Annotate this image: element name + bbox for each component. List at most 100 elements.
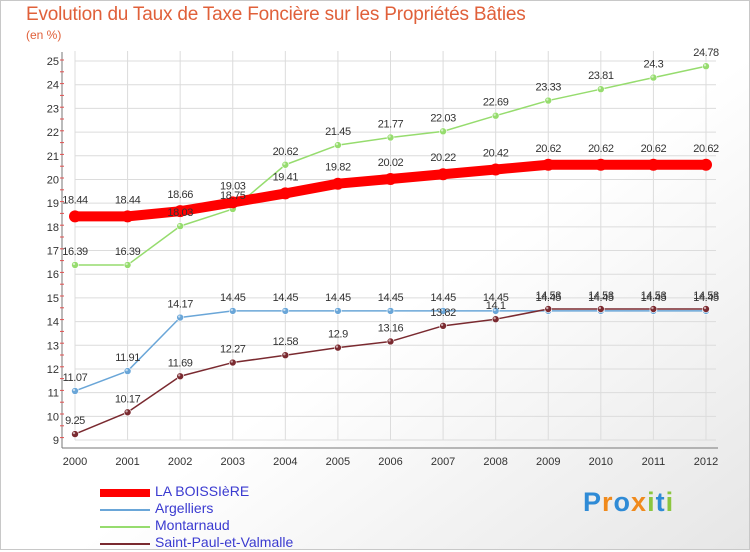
data-point-highlight bbox=[440, 129, 444, 132]
data-label: 21.77 bbox=[378, 119, 404, 131]
brand-logo: Proxiti bbox=[583, 487, 675, 517]
data-label: 13.16 bbox=[378, 322, 404, 334]
data-point-highlight bbox=[703, 64, 707, 67]
x-tick-label: 2005 bbox=[326, 456, 350, 468]
y-axis-unit-label: (en %) bbox=[26, 28, 62, 42]
data-point bbox=[174, 205, 187, 218]
data-point bbox=[228, 358, 237, 367]
series-layer bbox=[69, 62, 712, 438]
data-point bbox=[597, 305, 605, 313]
x-tick-label: 2000 bbox=[63, 456, 87, 468]
data-point bbox=[176, 372, 184, 381]
axis-layer: 9 10 11 12 13 14 15 16 17 18 19 20 21 22 23 24 25 2000 200… bbox=[47, 52, 718, 468]
data-point bbox=[334, 307, 342, 315]
y-tick-label: 23 bbox=[47, 103, 59, 115]
data-label: 20.02 bbox=[378, 157, 404, 169]
data-label: 11.91 bbox=[115, 352, 140, 364]
data-point-highlight bbox=[335, 345, 339, 348]
data-label: 12.9 bbox=[328, 329, 348, 341]
data-point bbox=[437, 168, 450, 181]
data-point-highlight bbox=[230, 360, 233, 363]
series-la-boissiere bbox=[69, 158, 712, 223]
data-point-highlight bbox=[177, 374, 181, 377]
data-point-highlight bbox=[703, 306, 707, 310]
data-label: 14.45 bbox=[220, 292, 246, 304]
data-point-highlight bbox=[388, 135, 391, 138]
data-point-highlight bbox=[651, 306, 654, 310]
data-label: 18.75 bbox=[220, 190, 246, 202]
data-label: 19.03 bbox=[220, 180, 246, 192]
y-tick-label: 10 bbox=[47, 411, 59, 423]
data-label: 23.81 bbox=[588, 70, 614, 82]
data-point bbox=[123, 261, 132, 269]
x-tick-label: 2011 bbox=[642, 456, 666, 468]
data-point bbox=[439, 127, 447, 136]
data-label: 14.17 bbox=[167, 299, 193, 311]
data-point-highlight bbox=[283, 162, 286, 165]
data-point-highlight bbox=[388, 308, 391, 312]
data-label: 18.44 bbox=[62, 194, 88, 206]
data-point bbox=[491, 111, 500, 120]
data-label: 16.39 bbox=[115, 246, 141, 258]
data-point-highlight bbox=[177, 315, 181, 318]
data-label: 16.39 bbox=[62, 246, 88, 258]
data-point bbox=[226, 196, 239, 209]
legend-swatch bbox=[100, 489, 150, 497]
data-label: 14.45 bbox=[273, 292, 299, 304]
y-tick-label: 15 bbox=[47, 293, 59, 305]
data-label-layer: 16.39 16.39 18.03 18.75 20.62 21.45 21.77 22.03… bbox=[62, 47, 719, 427]
data-label: 18.03 bbox=[167, 207, 193, 219]
y-tick-label: 24 bbox=[47, 80, 59, 92]
data-point-highlight bbox=[125, 368, 128, 372]
data-point-highlight bbox=[440, 308, 444, 312]
y-tick-label: 12 bbox=[47, 364, 59, 376]
data-label: 18.66 bbox=[167, 189, 193, 201]
data-point-highlight bbox=[493, 308, 496, 312]
data-label: 20.62 bbox=[535, 143, 561, 155]
data-point bbox=[439, 322, 447, 330]
data-point bbox=[702, 62, 710, 71]
data-point bbox=[176, 222, 184, 230]
data-point bbox=[649, 305, 658, 313]
series-montarnaud bbox=[71, 62, 710, 269]
x-tick-label: 2002 bbox=[168, 456, 192, 468]
data-point bbox=[384, 172, 397, 185]
data-point bbox=[281, 307, 290, 315]
data-point bbox=[123, 367, 132, 375]
data-point bbox=[71, 261, 79, 269]
data-point-highlight bbox=[125, 262, 128, 266]
y-tick-label: 16 bbox=[47, 269, 59, 281]
x-tick-label: 2009 bbox=[536, 456, 560, 468]
y-tick-label: 9 bbox=[53, 435, 59, 447]
data-label: 14.45 bbox=[641, 292, 667, 304]
y-tick-label: 18 bbox=[47, 222, 59, 234]
data-point bbox=[71, 387, 79, 395]
data-label: 18.44 bbox=[115, 194, 141, 206]
data-point bbox=[71, 430, 79, 438]
data-point-highlight bbox=[598, 306, 602, 310]
data-point-highlight bbox=[388, 339, 391, 342]
data-point bbox=[334, 343, 342, 352]
data-label: 10.17 bbox=[115, 393, 141, 405]
data-point-highlight bbox=[493, 316, 496, 320]
data-label: 14.45 bbox=[483, 292, 509, 304]
data-point-highlight bbox=[230, 308, 233, 312]
data-label: 20.62 bbox=[588, 143, 614, 155]
y-tick-label: 17 bbox=[47, 246, 59, 258]
legend-swatch bbox=[100, 526, 150, 528]
x-tick-label: 2006 bbox=[378, 456, 402, 468]
x-tick-label: 2012 bbox=[694, 456, 718, 468]
data-point-highlight bbox=[283, 352, 286, 356]
y-tick-label: 20 bbox=[47, 174, 59, 186]
data-point bbox=[386, 307, 395, 315]
data-point bbox=[281, 351, 290, 359]
series-saint-paul-et-valmalle bbox=[71, 305, 710, 438]
data-point bbox=[594, 158, 607, 171]
data-label: 14.53 bbox=[535, 290, 561, 302]
data-point bbox=[69, 210, 81, 223]
data-point bbox=[386, 337, 395, 346]
data-point-highlight bbox=[335, 142, 339, 146]
data-point bbox=[597, 85, 605, 93]
